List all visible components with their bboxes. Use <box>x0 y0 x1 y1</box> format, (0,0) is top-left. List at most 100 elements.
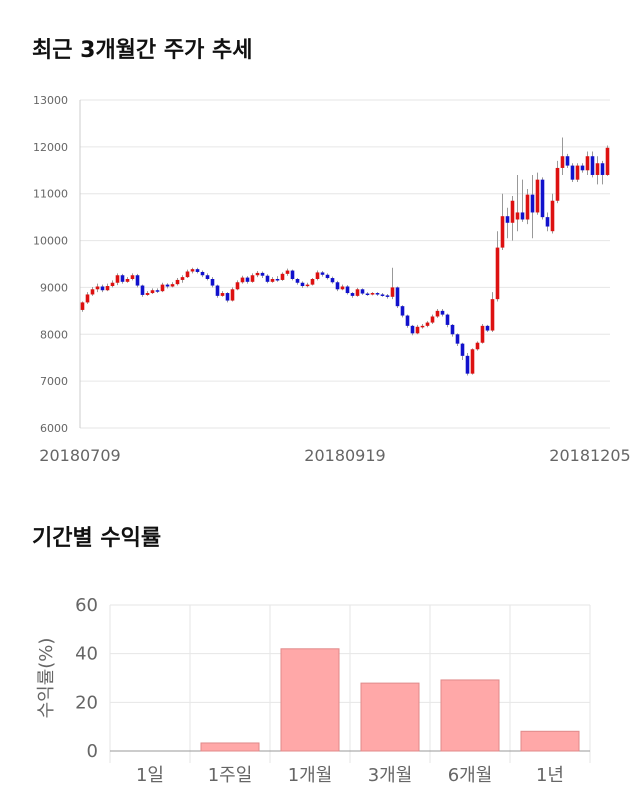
candle-down <box>445 314 450 325</box>
y-tick-label: 0 <box>87 741 98 762</box>
candle-up <box>510 200 515 223</box>
candle-down <box>260 272 265 276</box>
x-tick-label: 1일 <box>136 765 164 786</box>
y-tick-label: 8000 <box>40 328 68 341</box>
candle-up <box>270 278 275 282</box>
candle-up <box>230 289 235 301</box>
candle-up <box>95 286 100 290</box>
returns-title: 기간별 수익률 <box>32 526 162 551</box>
candle-down <box>465 355 470 374</box>
return-bar <box>200 742 260 752</box>
candle-up <box>415 326 420 334</box>
candle-up <box>575 165 580 180</box>
candle-down <box>360 289 365 294</box>
candle-down <box>345 286 350 294</box>
candle-up <box>355 289 360 296</box>
candle-down <box>335 282 340 290</box>
candle-up <box>235 282 240 290</box>
candle-up <box>185 271 190 278</box>
candle-down <box>540 179 545 218</box>
x-tick-label: 20180919 <box>304 446 385 465</box>
candle-up <box>370 293 375 295</box>
x-tick-label: 1개월 <box>288 765 333 786</box>
candle-up <box>180 277 185 280</box>
candle-down <box>165 284 170 287</box>
candle-down <box>580 165 585 171</box>
candle-down <box>265 275 270 282</box>
candle-up <box>525 194 530 220</box>
candle-down <box>120 275 125 282</box>
y-tick-label: 6000 <box>40 422 68 435</box>
candle-down <box>375 293 380 295</box>
x-tick-label: 1주일 <box>208 765 253 786</box>
candle-up <box>145 293 150 295</box>
candle-down <box>395 287 400 307</box>
candle-down <box>530 194 535 213</box>
candle-up <box>390 287 395 297</box>
candle-down <box>505 216 510 223</box>
return-bar <box>440 679 500 752</box>
candle-down <box>485 325 490 331</box>
candle-down <box>405 315 410 326</box>
candle-down <box>590 156 595 175</box>
candle-down <box>135 275 140 286</box>
return-bar <box>280 648 340 752</box>
candle-down <box>365 293 370 296</box>
candle-up <box>240 277 245 283</box>
y-tick-label: 10000 <box>33 235 68 248</box>
candle-down <box>295 278 300 283</box>
candle-down <box>275 278 280 281</box>
candle-down <box>410 325 415 334</box>
candle-up <box>285 270 290 274</box>
candle-down <box>440 310 445 315</box>
candle-up <box>110 282 115 287</box>
period-returns-bar-chart: 0 20 40 60 1일 1주일 1개월 3개월 6개월 1년 수익률(%) <box>36 595 591 786</box>
candle-down <box>350 293 355 296</box>
candle-up <box>130 275 135 279</box>
candle-up <box>560 156 565 168</box>
candle-up <box>80 302 85 310</box>
candle-up <box>310 278 315 285</box>
price-candlestick-chart: 6000 7000 8000 9000 10000 11000 12000 13000 2018… <box>33 94 631 465</box>
candle-down <box>200 271 205 276</box>
candle-down <box>460 343 465 356</box>
candle-down <box>290 270 295 279</box>
return-bar <box>520 730 580 752</box>
y-tick-label: 11000 <box>33 188 68 201</box>
candle-down <box>215 285 220 296</box>
candle-down <box>565 156 570 166</box>
x-tick-label: 3개월 <box>368 765 413 786</box>
candle-up <box>480 325 485 343</box>
candle-up <box>495 247 500 300</box>
candle-down <box>205 275 210 279</box>
candle-up <box>585 156 590 171</box>
y-tick-label: 12000 <box>33 141 68 154</box>
candle-up <box>170 284 175 287</box>
candle-up <box>550 200 555 232</box>
candle-up <box>515 212 520 220</box>
candle-up <box>190 269 195 272</box>
candle-up <box>430 316 435 323</box>
x-tick-label: 1년 <box>536 765 564 786</box>
candle-up <box>315 272 320 279</box>
candle-up <box>280 273 285 280</box>
candle-up <box>435 310 440 317</box>
x-tick-label: 6개월 <box>448 765 493 786</box>
candle-down <box>380 294 385 296</box>
candle-up <box>250 275 255 282</box>
candle-down <box>245 277 250 282</box>
candle-down <box>330 278 335 283</box>
candle-up <box>605 147 610 175</box>
candle-up <box>220 293 225 296</box>
candle-down <box>225 293 230 301</box>
candle-down <box>300 282 305 287</box>
candle-down <box>450 324 455 335</box>
candle-down <box>325 274 330 279</box>
x-tick-label: 20181205 <box>549 446 630 465</box>
price-trend-title: 최근 3개월간 주가 추세 <box>32 38 253 63</box>
candle-up <box>470 349 475 374</box>
candle-up <box>90 289 95 295</box>
candle-up <box>490 299 495 331</box>
candle-up <box>305 284 310 287</box>
candle-up <box>420 325 425 328</box>
